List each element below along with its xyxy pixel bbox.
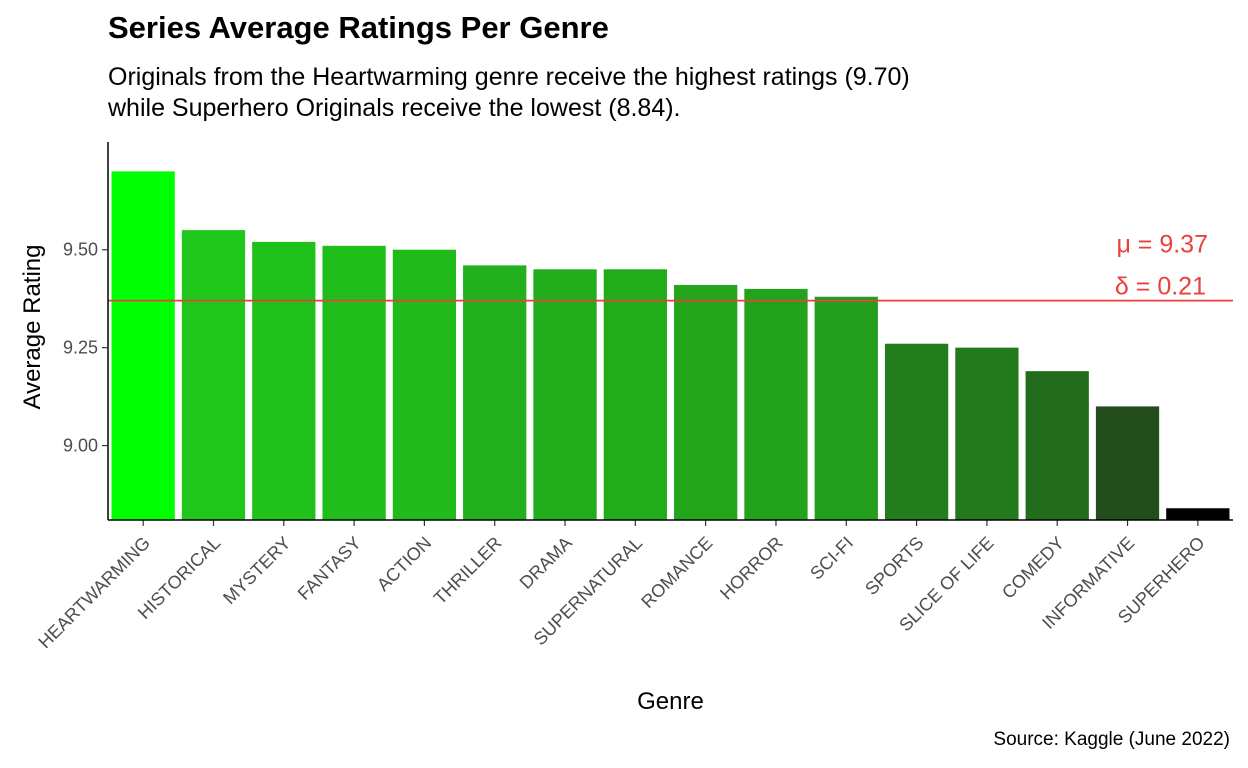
subtitle-line-1: Originals from the Heartwarming genre re… bbox=[108, 63, 910, 91]
chart-subtitle: Originals from the Heartwarming genre re… bbox=[108, 62, 1208, 124]
y-tick-labels: 9.00 9.25 9.50 bbox=[63, 240, 98, 456]
x-tick-label: MYSTERY bbox=[219, 533, 294, 608]
bar-horror bbox=[744, 288, 808, 520]
y-tick-label: 9.50 bbox=[63, 240, 98, 260]
x-tick-label: SCI-FI bbox=[806, 533, 857, 584]
y-axis-title: Average Rating bbox=[19, 245, 46, 410]
bar-thriller bbox=[463, 265, 527, 520]
reference-line-group: μ = 9.37 δ = 0.21 bbox=[108, 231, 1233, 302]
mean-label: μ = 9.37 bbox=[1116, 231, 1208, 259]
bar-drama bbox=[533, 269, 597, 520]
bar-romance bbox=[674, 284, 738, 520]
std-label: δ = 0.21 bbox=[1115, 273, 1206, 301]
x-tick-label: ACTION bbox=[373, 533, 435, 595]
bars-group bbox=[111, 171, 1230, 521]
bar-sports bbox=[884, 343, 949, 520]
bar-slice-of-life bbox=[955, 347, 1019, 520]
x-tick-label: HORROR bbox=[716, 533, 787, 604]
x-tick-label: DRAMA bbox=[516, 533, 576, 593]
bar-mystery bbox=[252, 241, 316, 520]
bar-superhero bbox=[1166, 508, 1230, 520]
bar-historical bbox=[181, 230, 246, 520]
x-tick-label: THRILLER bbox=[430, 533, 506, 609]
bar-comedy bbox=[1025, 371, 1089, 520]
x-tick-label: COMEDY bbox=[998, 533, 1068, 603]
y-tick-label: 9.25 bbox=[63, 338, 98, 358]
subtitle-line-2: while Superhero Originals receive the lo… bbox=[108, 94, 681, 122]
chart-caption: Source: Kaggle (June 2022) bbox=[993, 729, 1230, 750]
bar-supernatural bbox=[603, 269, 667, 520]
bar-action bbox=[392, 249, 457, 520]
x-tick-label: SPORTS bbox=[861, 533, 927, 599]
bar-sci-fi bbox=[814, 296, 878, 520]
x-tick-label: HEARTWARMING bbox=[34, 533, 154, 653]
bar-heartwarming bbox=[111, 171, 175, 520]
axes-group bbox=[102, 142, 1233, 526]
y-tick-label: 9.00 bbox=[63, 436, 98, 456]
x-tick-label: FANTASY bbox=[294, 533, 365, 604]
bar-fantasy bbox=[322, 245, 386, 521]
chart-title: Series Average Ratings Per Genre bbox=[108, 10, 609, 45]
bar-informative bbox=[1095, 406, 1160, 520]
x-axis-title: Genre bbox=[637, 688, 704, 715]
x-tick-label: ROMANCE bbox=[637, 533, 716, 612]
